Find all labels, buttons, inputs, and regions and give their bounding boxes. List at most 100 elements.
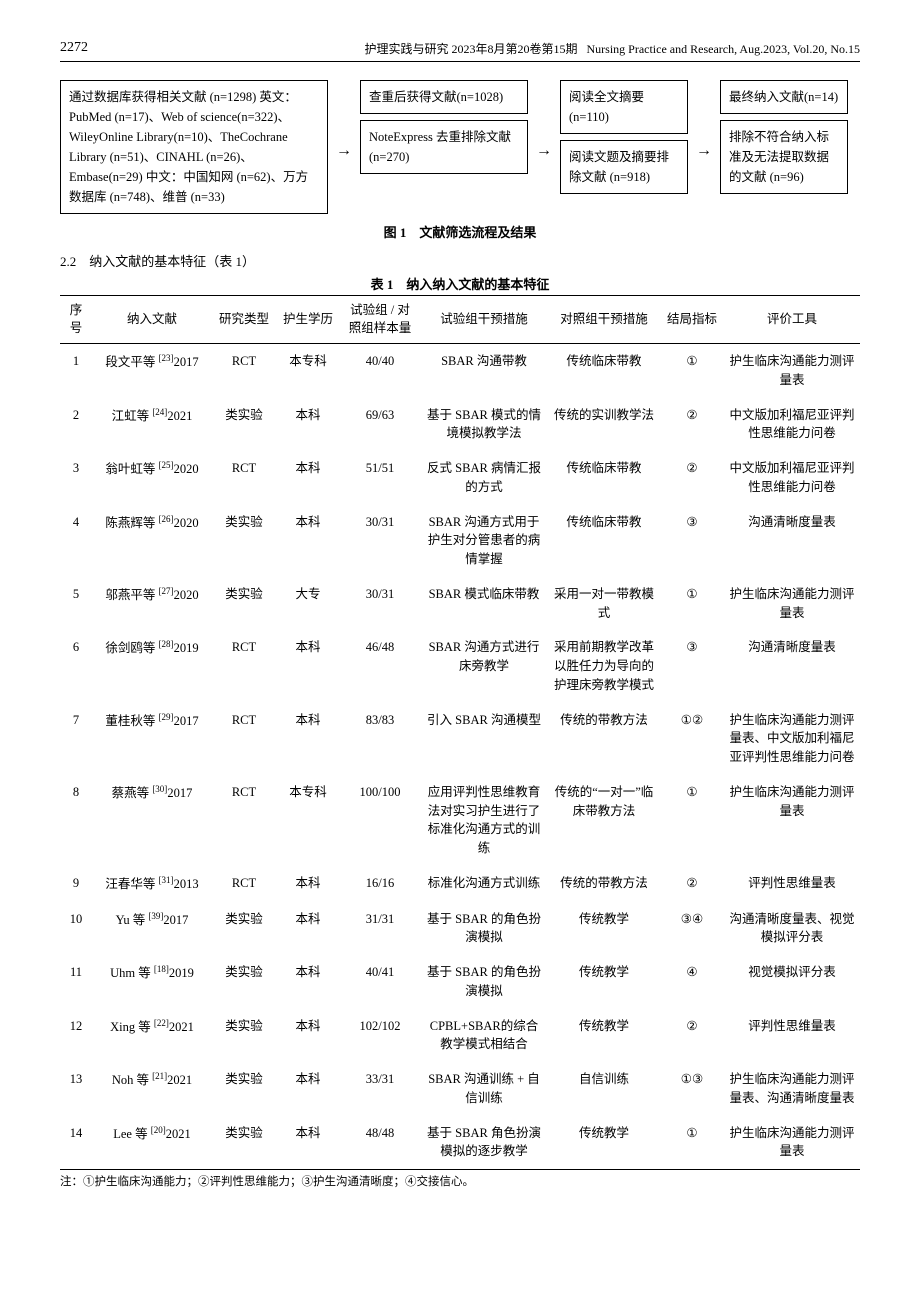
cell-edu: 本科 <box>276 630 340 702</box>
cell-exp: SBAR 沟通带教 <box>420 344 548 398</box>
cell-ctrl: 传统临床带教 <box>548 344 660 398</box>
table-row: 7董桂秋等 [29]2017RCT本科83/83引入 SBAR 沟通模型传统的带… <box>60 703 860 775</box>
cell-type: 类实验 <box>212 505 276 577</box>
cell-edu: 本科 <box>276 866 340 902</box>
cell-ref: 段文平等 [23]2017 <box>92 344 212 398</box>
cell-out: ② <box>660 398 724 452</box>
cell-tool: 护生临床沟通能力测评量表、中文版加利福尼亚评判性思维能力问卷 <box>724 703 860 775</box>
cell-tool: 护生临床沟通能力测评量表 <box>724 344 860 398</box>
cell-edu: 本科 <box>276 398 340 452</box>
table-row: 12Xing 等 [22]2021类实验本科102/102CPBL+SBAR的综… <box>60 1009 860 1063</box>
cell-size: 51/51 <box>340 451 420 505</box>
col-edu: 护生学历 <box>276 296 340 344</box>
cell-size: 46/48 <box>340 630 420 702</box>
flow-abstract-top: 阅读全文摘要(n=110) <box>560 80 688 134</box>
flow-abstract-bottom: 阅读文题及摘要排除文献 (n=918) <box>560 140 688 194</box>
cell-tool: 中文版加利福尼亚评判性思维能力问卷 <box>724 451 860 505</box>
col-ref: 纳入文献 <box>92 296 212 344</box>
cell-edu: 本专科 <box>276 344 340 398</box>
cell-size: 48/48 <box>340 1116 420 1170</box>
cell-ref: 江虹等 [24]2021 <box>92 398 212 452</box>
cell-type: 类实验 <box>212 1116 276 1170</box>
cell-num: 9 <box>60 866 92 902</box>
cell-edu: 本科 <box>276 1062 340 1116</box>
cell-edu: 本科 <box>276 451 340 505</box>
cell-size: 33/31 <box>340 1062 420 1116</box>
figure-caption: 图 1 文献筛选流程及结果 <box>60 222 860 241</box>
cell-type: 类实验 <box>212 902 276 956</box>
cell-ctrl: 传统临床带教 <box>548 451 660 505</box>
cell-exp: SBAR 沟通训练 + 自信训练 <box>420 1062 548 1116</box>
col-exp: 试验组干预措施 <box>420 296 548 344</box>
cell-ref: 陈燕辉等 [26]2020 <box>92 505 212 577</box>
cell-tool: 护生临床沟通能力测评量表、沟通清晰度量表 <box>724 1062 860 1116</box>
cell-num: 7 <box>60 703 92 775</box>
cell-num: 5 <box>60 577 92 631</box>
table-row: 4陈燕辉等 [26]2020类实验本科30/31SBAR 沟通方式用于护生对分管… <box>60 505 860 577</box>
table-header-row: 序号 纳入文献 研究类型 护生学历 试验组 / 对照组样本量 试验组干预措施 对… <box>60 296 860 344</box>
cell-exp: 基于 SBAR 的角色扮演模拟 <box>420 955 548 1009</box>
cell-exp: SBAR 沟通方式用于护生对分管患者的病情掌握 <box>420 505 548 577</box>
cell-out: ① <box>660 775 724 866</box>
cell-type: 类实验 <box>212 1009 276 1063</box>
cell-edu: 本科 <box>276 703 340 775</box>
cell-out: ①② <box>660 703 724 775</box>
cell-ctrl: 自信训练 <box>548 1062 660 1116</box>
cell-size: 83/83 <box>340 703 420 775</box>
cell-edu: 本专科 <box>276 775 340 866</box>
flow-final-bottom: 排除不符合纳入标准及无法提取数据的文献 (n=96) <box>720 120 848 194</box>
flow-source: 通过数据库获得相关文献 (n=1298) 英文：PubMed (n=17)、We… <box>60 80 328 214</box>
cell-type: RCT <box>212 775 276 866</box>
arrow-icon: → <box>694 142 714 160</box>
cell-out: ③ <box>660 630 724 702</box>
col-type: 研究类型 <box>212 296 276 344</box>
table-row: 2江虹等 [24]2021类实验本科69/63基于 SBAR 模式的情境模拟教学… <box>60 398 860 452</box>
cell-edu: 大专 <box>276 577 340 631</box>
cell-exp: 基于 SBAR 角色扮演模拟的逐步教学 <box>420 1116 548 1170</box>
table-row: 9汪春华等 [31]2013RCT本科16/16标准化沟通方式训练传统的带教方法… <box>60 866 860 902</box>
cell-ctrl: 传统教学 <box>548 902 660 956</box>
cell-ctrl: 传统教学 <box>548 955 660 1009</box>
col-out: 结局指标 <box>660 296 724 344</box>
cell-size: 100/100 <box>340 775 420 866</box>
cell-exp: 应用评判性思维教育法对实习护生进行了标准化沟通方式的训练 <box>420 775 548 866</box>
cell-out: ④ <box>660 955 724 1009</box>
cell-out: ② <box>660 1009 724 1063</box>
cell-out: ③ <box>660 505 724 577</box>
arrow-icon: → <box>334 142 354 160</box>
cell-ref: 汪春华等 [31]2013 <box>92 866 212 902</box>
cell-out: ② <box>660 451 724 505</box>
cell-exp: 基于 SBAR 模式的情境模拟教学法 <box>420 398 548 452</box>
cell-edu: 本科 <box>276 1116 340 1170</box>
flowchart: 通过数据库获得相关文献 (n=1298) 英文：PubMed (n=17)、We… <box>60 80 860 214</box>
cell-num: 2 <box>60 398 92 452</box>
col-ctrl: 对照组干预措施 <box>548 296 660 344</box>
cell-ctrl: 采用一对一带教模式 <box>548 577 660 631</box>
cell-type: 类实验 <box>212 1062 276 1116</box>
table-row: 13Noh 等 [21]2021类实验本科33/31SBAR 沟通训练 + 自信… <box>60 1062 860 1116</box>
cell-out: ② <box>660 866 724 902</box>
cell-ref: 邬燕平等 [27]2020 <box>92 577 212 631</box>
arrow-icon: → <box>534 142 554 160</box>
journal-info: 护理实践与研究 2023年8月第20卷第15期 Nursing Practice… <box>364 40 860 57</box>
cell-edu: 本科 <box>276 955 340 1009</box>
cell-exp: 反式 SBAR 病情汇报的方式 <box>420 451 548 505</box>
flow-dedup-bottom: NoteExpress 去重排除文献 (n=270) <box>360 120 528 174</box>
cell-type: 类实验 <box>212 577 276 631</box>
cell-tool: 沟通清晰度量表 <box>724 630 860 702</box>
cell-type: 类实验 <box>212 398 276 452</box>
cell-exp: SBAR 沟通方式进行床旁教学 <box>420 630 548 702</box>
cell-size: 40/41 <box>340 955 420 1009</box>
cell-ctrl: 采用前期教学改革以胜任力为导向的护理床旁教学模式 <box>548 630 660 702</box>
cell-ref: Lee 等 [20]2021 <box>92 1116 212 1170</box>
cell-size: 31/31 <box>340 902 420 956</box>
table-row: 3翁叶虹等 [25]2020RCT本科51/51反式 SBAR 病情汇报的方式传… <box>60 451 860 505</box>
col-num: 序号 <box>60 296 92 344</box>
cell-size: 30/31 <box>340 505 420 577</box>
cell-tool: 护生临床沟通能力测评量表 <box>724 577 860 631</box>
cell-ref: Yu 等 [39]2017 <box>92 902 212 956</box>
cell-exp: CPBL+SBAR的综合教学模式相结合 <box>420 1009 548 1063</box>
cell-tool: 评判性思维量表 <box>724 866 860 902</box>
cell-type: RCT <box>212 451 276 505</box>
table-row: 14Lee 等 [20]2021类实验本科48/48基于 SBAR 角色扮演模拟… <box>60 1116 860 1170</box>
